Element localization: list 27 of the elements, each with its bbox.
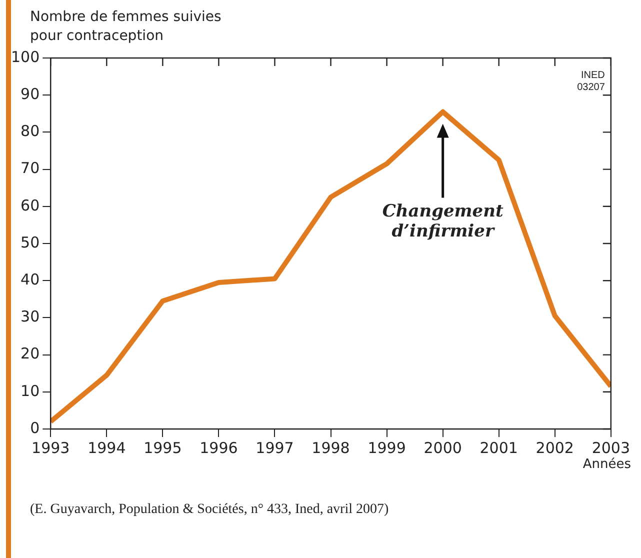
annotation: Changement d’infirmier [382, 202, 504, 242]
y-tick-label: 70 [20, 159, 40, 178]
y-tick-label: 100 [10, 48, 40, 66]
y-tick-label: 80 [20, 122, 40, 140]
y-tick-label: 0 [30, 418, 40, 437]
x-tick-label: 1998 [312, 438, 350, 457]
x-axis-title: Années [582, 457, 632, 472]
x-tick-label: 1993 [32, 438, 70, 457]
x-tick-label: 2002 [536, 438, 574, 457]
text: (E. Guyavarch, Population & Sociétés, n° 433, Ined, avril 2007) [29, 502, 390, 518]
y-tick-label: 90 [20, 84, 40, 103]
y-tick-label: 10 [20, 382, 40, 400]
y-tick-label: 30 [20, 308, 40, 326]
y-tick-label: 40 [20, 270, 40, 288]
annotation: INED 03207 [577, 70, 606, 93]
x-tick-label: 1995 [144, 438, 182, 457]
y-tick-label: 20 [20, 344, 40, 363]
y-tick-label: 50 [20, 233, 40, 252]
x-tick-label: 2000 [424, 438, 462, 457]
x-tick-label: 1997 [256, 438, 294, 457]
y-axis-title: Nombre de femmes suivies pour contraception [29, 8, 222, 46]
x-tick-label: 1999 [368, 438, 406, 457]
x-tick-label: 1994 [88, 438, 126, 457]
x-tick-label: 2003 [592, 438, 630, 457]
x-tick-label: 2001 [480, 438, 518, 457]
y-tick-label: 60 [20, 196, 40, 214]
x-tick-label: 1996 [200, 438, 238, 457]
